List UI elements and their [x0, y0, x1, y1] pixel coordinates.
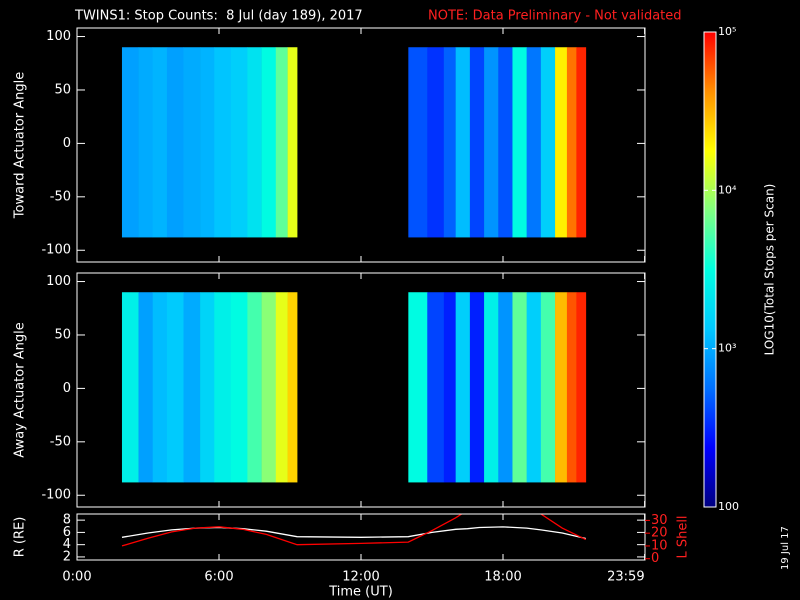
heat-stripe	[512, 292, 527, 483]
heat-stripe	[287, 47, 298, 238]
heat-stripe	[152, 47, 168, 238]
y-tick-label: 100	[46, 29, 71, 44]
x-tick-label: 12:00	[342, 570, 379, 585]
y-label: R (RE)	[13, 517, 28, 558]
heat-stripe	[469, 292, 485, 483]
y2-tick-label: 30	[651, 513, 668, 528]
heat-stripe	[214, 292, 232, 483]
heat-stripe	[183, 47, 201, 238]
heat-stripe	[498, 47, 513, 238]
x-tick-label: 0:00	[62, 570, 91, 585]
y-tick-label: 6	[63, 525, 71, 540]
heat-stripe	[566, 47, 577, 238]
y-tick-label: -50	[50, 434, 71, 449]
colorbar-tick-label: 10⁴	[718, 183, 737, 196]
heat-stripe	[287, 292, 298, 483]
heat-stripe	[408, 292, 428, 483]
heat-stripe	[200, 47, 215, 238]
y-tick-label: 2	[63, 549, 71, 564]
x-tick-label: 23:59	[607, 570, 644, 585]
heat-stripe	[443, 47, 456, 238]
heat-stripe	[455, 47, 471, 238]
colorbar-tick-label: 100	[718, 500, 739, 513]
y-tick-label: 100	[46, 274, 71, 289]
heat-stripe	[540, 47, 556, 238]
heat-stripe	[247, 292, 262, 483]
heat-stripe	[121, 47, 139, 238]
heat-stripe	[275, 47, 288, 238]
heat-stripe	[555, 47, 568, 238]
heat-stripe	[152, 292, 168, 483]
heat-stripe	[427, 292, 445, 483]
y2-tick-label: 10	[651, 538, 668, 553]
heat-stripe	[512, 47, 527, 238]
x-tick-label: 18:00	[484, 570, 521, 585]
chart-title: TWINS1: Stop Counts: 8 Jul (day 189), 20…	[74, 9, 363, 24]
heat-stripe	[498, 292, 513, 483]
heat-stripe	[121, 292, 139, 483]
y-tick-label: 50	[54, 82, 71, 97]
heat-stripe	[166, 47, 184, 238]
x-tick-label: 6:00	[204, 570, 233, 585]
heat-stripe	[455, 292, 471, 483]
colorbar-tick-label: 10⁵	[718, 25, 736, 38]
heat-stripe	[261, 292, 277, 483]
colorbar-label: LOG10(Total Stops per Scan)	[763, 184, 777, 356]
heat-stripe	[484, 47, 499, 238]
heat-stripe	[230, 292, 248, 483]
y-tick-label: -100	[41, 488, 71, 503]
heat-stripe	[540, 292, 556, 483]
y2-tick-label: 20	[651, 526, 668, 541]
heat-stripe	[484, 292, 499, 483]
colorbar	[703, 31, 717, 508]
y-tick-label: 50	[54, 327, 71, 342]
heat-stripe	[166, 292, 184, 483]
x-label: Time (UT)	[328, 585, 393, 600]
heat-stripe	[200, 292, 215, 483]
heat-stripe	[275, 292, 288, 483]
y-tick-label: 0	[63, 136, 71, 151]
heat-stripe	[555, 292, 568, 483]
heat-stripe	[247, 47, 262, 238]
heat-stripe	[214, 47, 232, 238]
heat-stripe	[576, 292, 587, 483]
y-tick-label: -50	[50, 189, 71, 204]
heat-stripe	[183, 292, 201, 483]
heat-stripe	[408, 47, 428, 238]
y-label: Away Actuator Angle	[13, 322, 28, 457]
heat-stripe	[526, 292, 542, 483]
note: NOTE: Data Preliminary - Not validated	[428, 9, 682, 24]
y2-label: L Shell	[676, 515, 691, 558]
heat-stripe	[427, 47, 445, 238]
heat-stripe	[230, 47, 248, 238]
y-tick-label: 0	[63, 381, 71, 396]
line-series	[121, 514, 587, 547]
colorbar-tick-label: 10³	[718, 342, 736, 355]
heat-stripe	[443, 292, 456, 483]
y2-tick-label: 0	[651, 551, 659, 566]
y-label: Toward Actuator Angle	[13, 72, 28, 219]
heat-stripe	[261, 47, 277, 238]
heat-stripe	[576, 47, 587, 238]
lines	[121, 514, 587, 547]
heat-stripe	[138, 292, 154, 483]
heat-stripe	[566, 292, 577, 483]
y-tick-label: 4	[63, 537, 71, 552]
date-stamp: 19 Jul 17	[780, 526, 791, 570]
y-tick-label: -100	[41, 243, 71, 258]
y-tick-label: 8	[63, 513, 71, 528]
heat-stripe	[526, 47, 542, 238]
heat-stripe	[469, 47, 485, 238]
heat-stripe	[138, 47, 154, 238]
